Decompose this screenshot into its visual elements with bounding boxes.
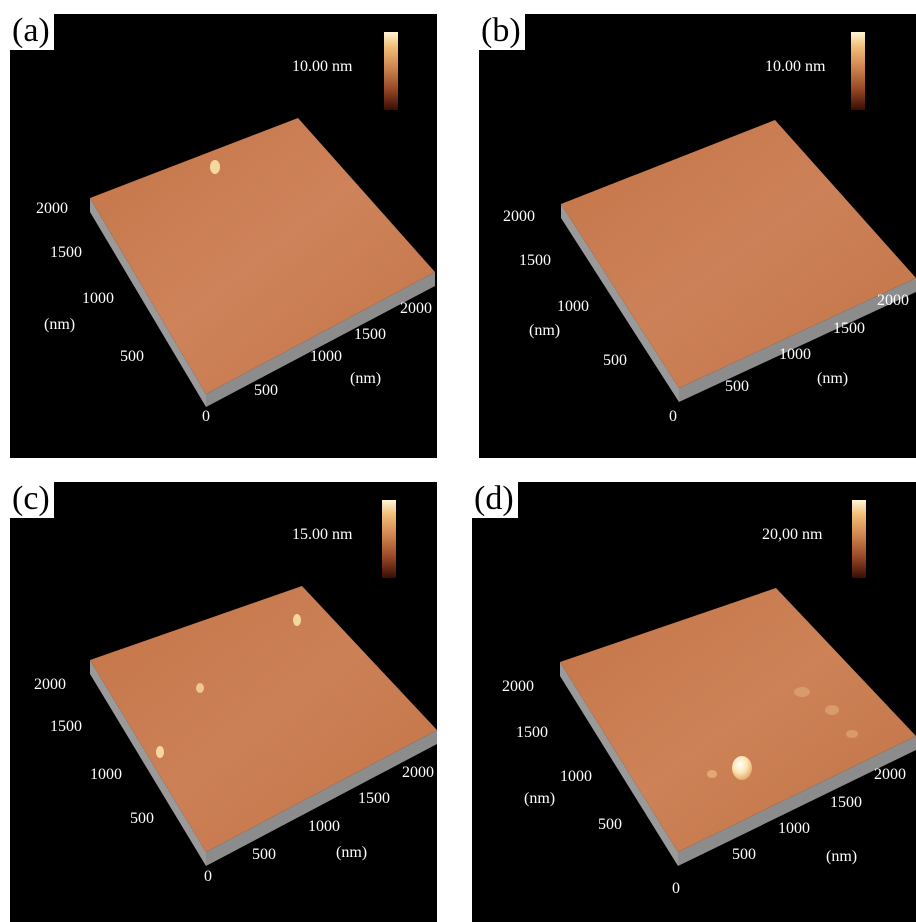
origin-label: 0 xyxy=(669,408,677,425)
x-tick: 500 xyxy=(254,382,278,399)
height-bump xyxy=(210,160,220,174)
height-colorbar xyxy=(384,32,398,110)
x-tick: 1500 xyxy=(830,794,862,811)
height-bump xyxy=(707,770,717,778)
y-tick: 2000 xyxy=(34,676,66,693)
y-tick: 500 xyxy=(120,348,144,365)
x-tick: 500 xyxy=(732,846,756,863)
x-unit: (nm) xyxy=(350,370,382,387)
y-unit: (nm) xyxy=(524,790,556,807)
panel-label: (a) xyxy=(10,14,54,50)
surface-top xyxy=(561,120,916,388)
y-tick: 500 xyxy=(598,816,622,833)
y-unit: (nm) xyxy=(529,322,561,339)
surface-right-edge xyxy=(206,272,435,407)
x-tick: 1000 xyxy=(308,818,340,835)
origin-label: 0 xyxy=(202,408,210,425)
height-colorbar xyxy=(382,500,396,578)
x-tick: 2000 xyxy=(400,300,432,317)
height-bump xyxy=(293,614,301,626)
height-scale-label: 15.00 nm xyxy=(292,526,353,543)
panel-label: (c) xyxy=(10,482,54,518)
height-scale-label: 10.00 nm xyxy=(765,58,826,75)
surface-right-edge xyxy=(206,730,437,866)
y-tick: 2000 xyxy=(36,200,68,217)
surface-plot-c xyxy=(90,586,437,866)
height-bump xyxy=(732,756,752,780)
afm-panel-c: (c) 15.00 nm 2000 1500 1000 500 0 500 10… xyxy=(10,482,437,922)
x-tick: 1000 xyxy=(778,820,810,837)
height-bump xyxy=(156,746,164,758)
surface-top xyxy=(90,586,437,852)
x-tick: 1500 xyxy=(358,790,390,807)
height-bump xyxy=(846,730,858,738)
y-tick: 1500 xyxy=(50,718,82,735)
surface-left-edge xyxy=(90,198,206,407)
height-colorbar xyxy=(852,500,866,578)
x-tick: 1000 xyxy=(310,348,342,365)
surface-plot-b xyxy=(561,120,916,402)
y-tick: 1500 xyxy=(516,724,548,741)
surface-left-edge xyxy=(90,660,206,866)
x-unit: (nm) xyxy=(336,844,368,861)
x-unit: (nm) xyxy=(826,848,858,865)
x-tick: 500 xyxy=(252,846,276,863)
surface-plot-a xyxy=(90,118,435,407)
y-tick: 1000 xyxy=(560,768,592,785)
y-tick: 2000 xyxy=(502,678,534,695)
x-unit: (nm) xyxy=(817,370,849,387)
origin-label: 0 xyxy=(672,880,680,897)
height-scale-label: 20,00 nm xyxy=(762,526,823,543)
origin-label: 0 xyxy=(204,868,212,885)
y-tick: 1500 xyxy=(50,244,82,261)
panel-label: (d) xyxy=(472,482,518,518)
surface-plot-d xyxy=(560,588,916,866)
surface-top xyxy=(560,588,916,852)
y-tick: 2000 xyxy=(503,208,535,225)
surface-right-edge xyxy=(679,278,916,402)
surface-left-edge xyxy=(560,662,678,866)
x-tick: 1000 xyxy=(779,346,811,363)
afm-panel-d: (d) 20,00 nm 2000 1500 1000 (nm) 500 0 5… xyxy=(472,482,916,922)
y-unit: (nm) xyxy=(44,316,76,333)
surface-left-edge xyxy=(561,204,679,402)
height-colorbar xyxy=(851,32,865,110)
x-tick: 2000 xyxy=(874,766,906,783)
panel-label: (b) xyxy=(479,14,525,50)
y-tick: 500 xyxy=(130,810,154,827)
y-tick: 1000 xyxy=(82,290,114,307)
y-tick: 500 xyxy=(603,352,627,369)
x-tick: 2000 xyxy=(877,292,909,309)
y-tick: 1000 xyxy=(557,298,589,315)
height-bump xyxy=(825,705,839,715)
height-scale-label: 10.00 nm xyxy=(292,58,353,75)
x-tick: 2000 xyxy=(402,764,434,781)
height-bump xyxy=(794,687,810,697)
afm-panel-b: (b) 10.00 nm 2000 1500 1000 (nm) 500 0 5… xyxy=(479,14,916,458)
height-bump xyxy=(196,683,204,693)
x-tick: 500 xyxy=(725,378,749,395)
y-tick: 1500 xyxy=(519,252,551,269)
surface-right-edge xyxy=(678,736,916,866)
surface-top xyxy=(90,118,435,394)
x-tick: 1500 xyxy=(354,326,386,343)
y-tick: 1000 xyxy=(90,766,122,783)
x-tick: 1500 xyxy=(833,320,865,337)
afm-panel-a: (a) 10.00 nm 2000 1500 1000 (nm) 500 0 5… xyxy=(10,14,437,458)
